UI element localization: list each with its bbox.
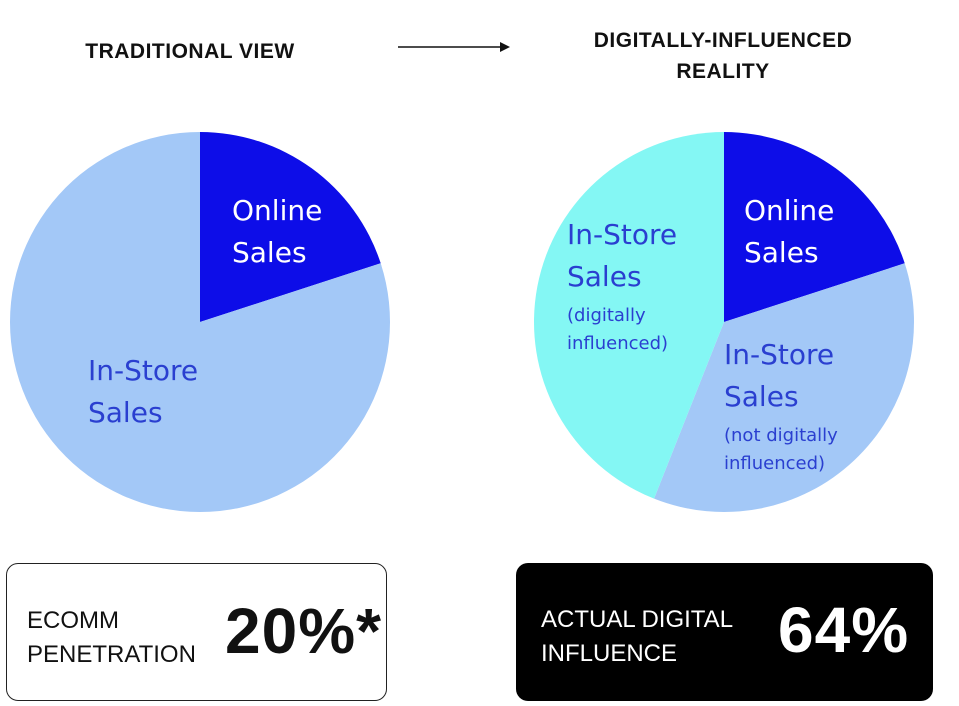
pie-slice <box>200 132 381 322</box>
left-heading: TRADITIONAL VIEW <box>85 40 295 63</box>
slice-label-group: Online Sales <box>744 190 884 274</box>
arrow-head <box>500 42 510 52</box>
slice-label: In-Store Sales <box>724 338 835 413</box>
right-heading: DIGITALLY-INFLUENCED REALITY <box>593 29 853 83</box>
slice-label-group: Online Sales <box>232 190 372 274</box>
slice-label-group: In-Store Sales (digitally influenced) <box>567 214 707 358</box>
slice-label-group: In-Store Sales (not digitally influenced) <box>724 334 864 478</box>
callout-value: 64% <box>778 594 910 666</box>
slice-label: In-Store Sales <box>567 218 678 293</box>
slice-note: (not digitally influenced) <box>724 425 838 474</box>
pie-slice <box>533 132 724 499</box>
callout: ACTUAL DIGITAL INFLUENCE 64% <box>516 563 933 701</box>
slice-label: In-Store Sales <box>88 354 199 429</box>
slice-note: (digitally influenced) <box>567 305 669 354</box>
callout-label: ECOMM PENETRATION <box>27 607 196 668</box>
pie-slice <box>724 132 905 322</box>
slice-label: Online Sales <box>744 194 835 269</box>
slice-label: Online Sales <box>232 194 323 269</box>
pie-slice <box>10 132 391 513</box>
callout-label: ACTUAL DIGITAL INFLUENCE <box>541 606 733 667</box>
callout: ECOMM PENETRATION 20%* <box>6 563 387 701</box>
callout-value: 20%* <box>225 595 382 667</box>
pie-slice <box>654 263 915 512</box>
slice-label-group: In-Store Sales <box>88 350 228 434</box>
